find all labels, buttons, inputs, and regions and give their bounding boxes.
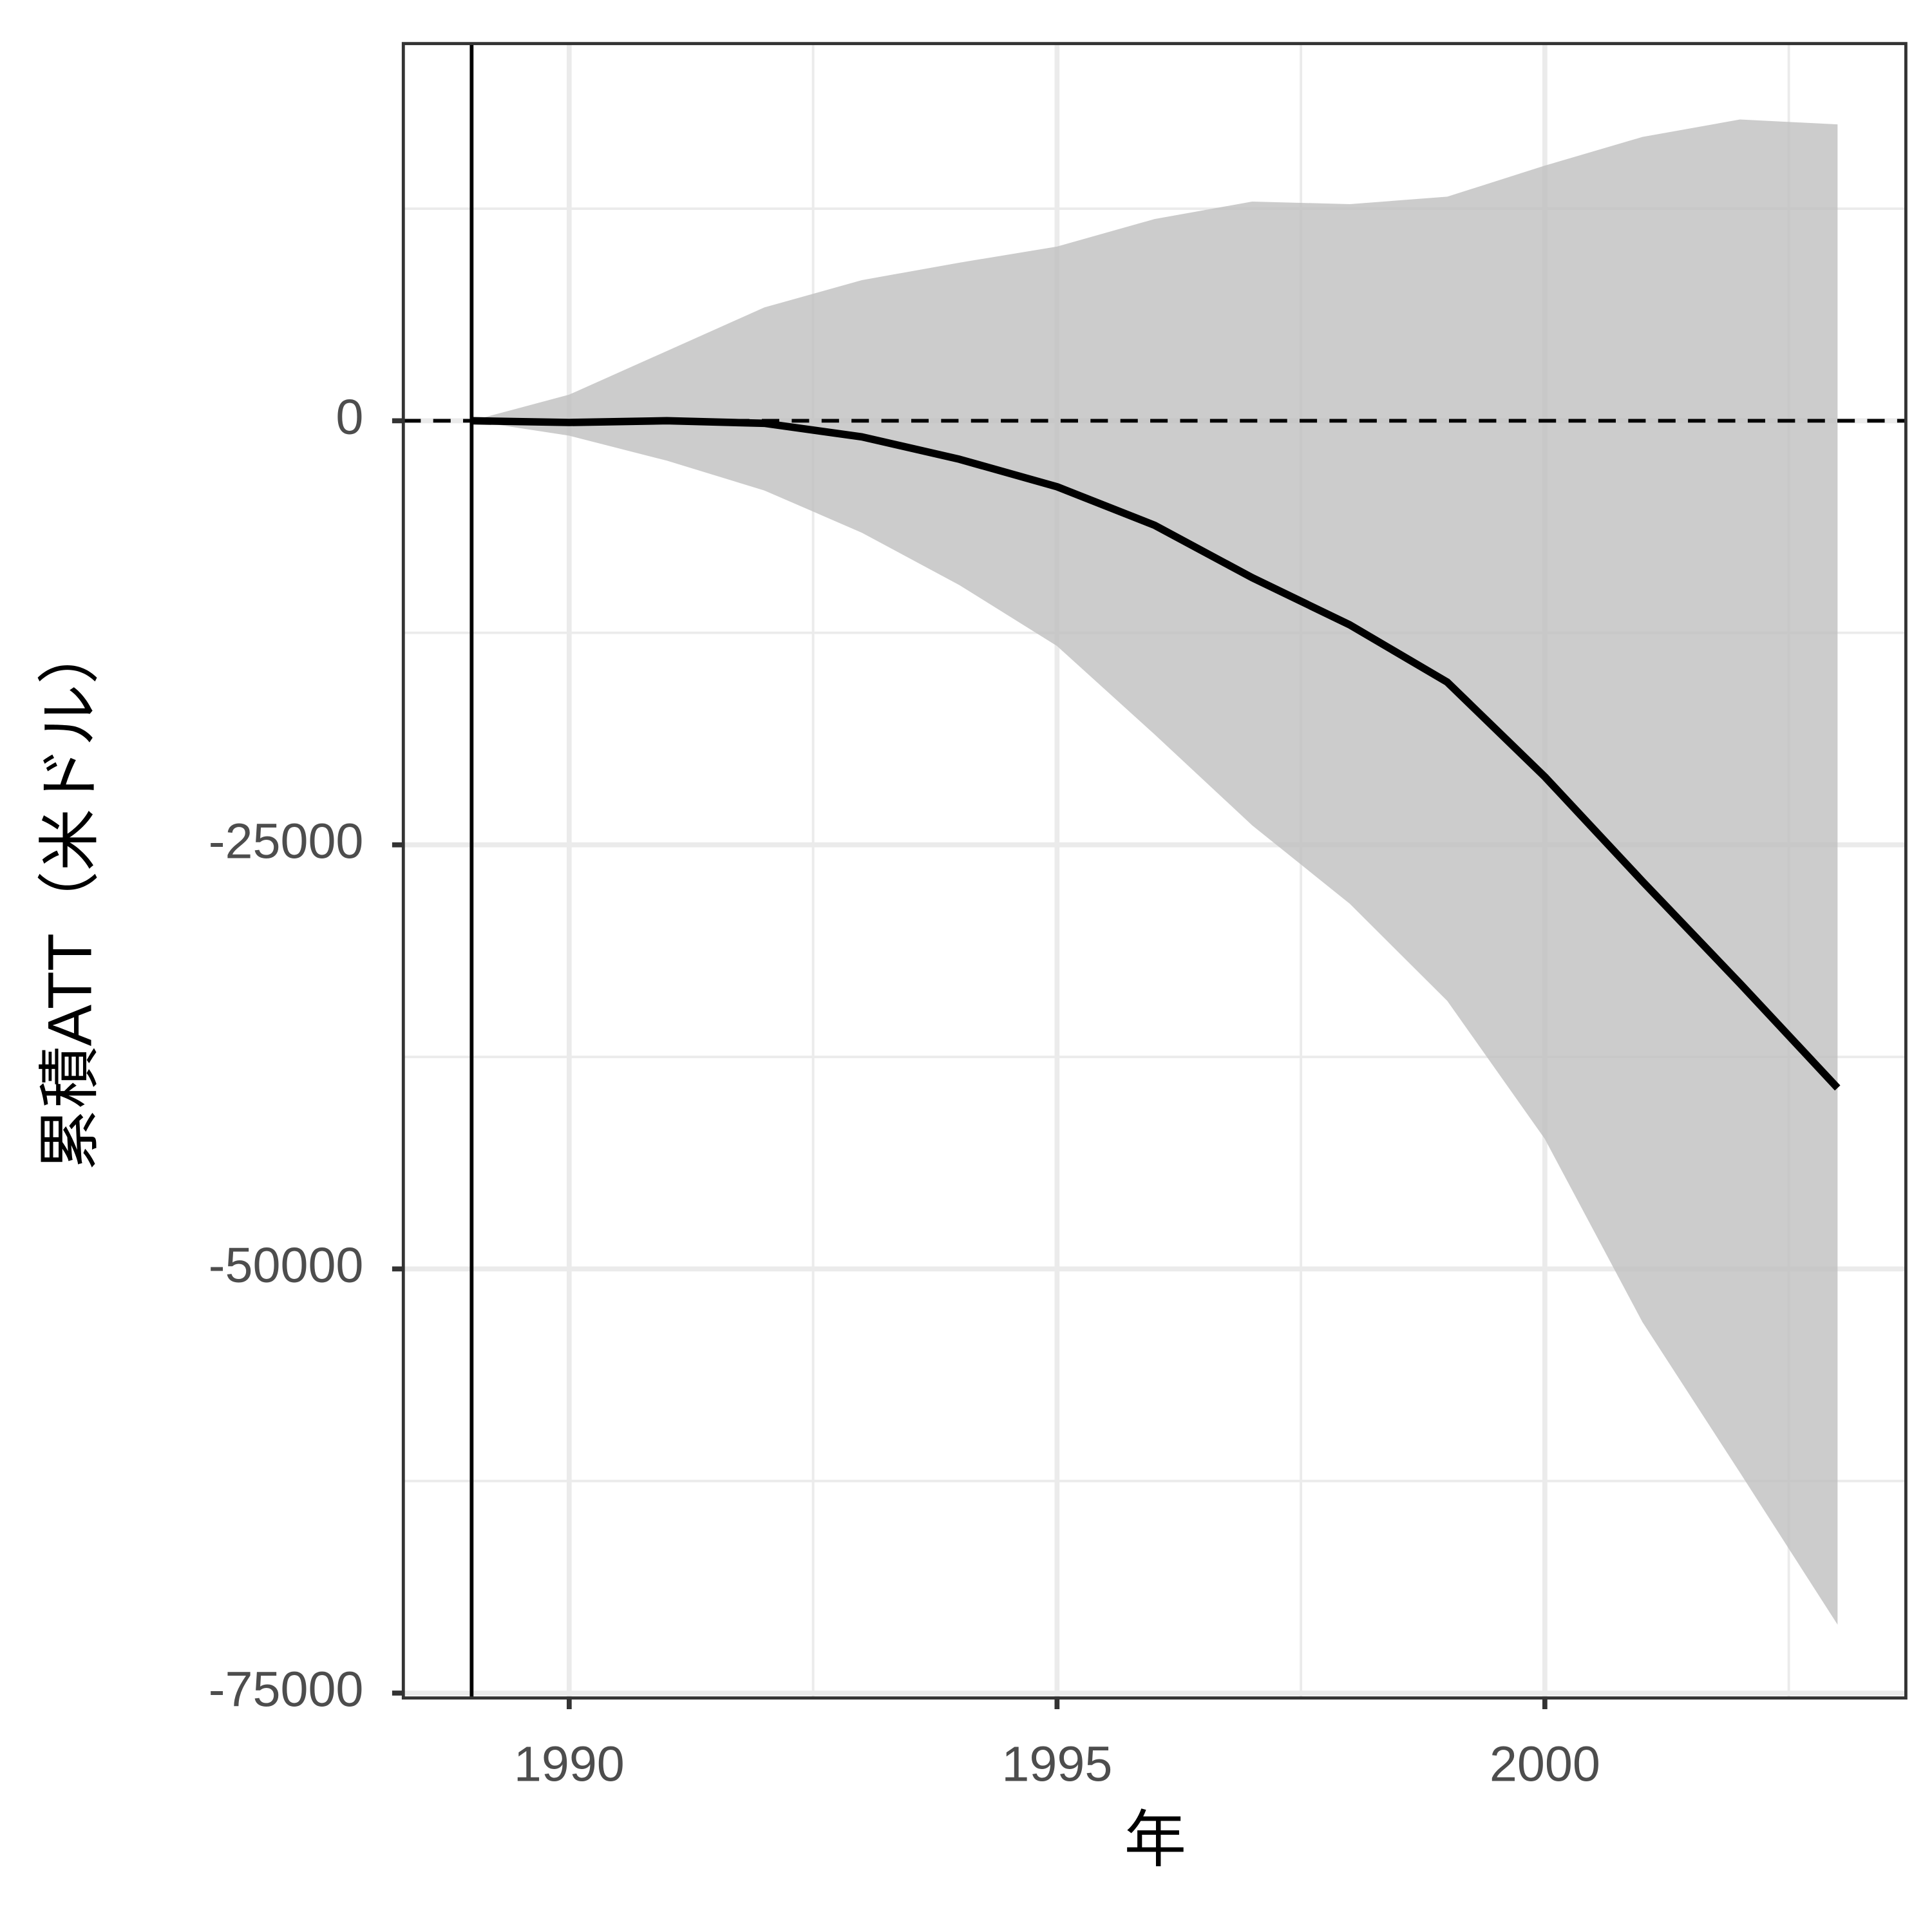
- x-tick-label: 1995: [1001, 1736, 1112, 1792]
- y-tick-label: -75000: [209, 1662, 364, 1717]
- confidence-band: [471, 119, 1838, 1625]
- x-axis-title: 年: [1124, 1806, 1186, 1875]
- y-tick-label: -25000: [209, 813, 364, 869]
- y-tick-label: 0: [336, 390, 363, 445]
- line: [471, 417, 1841, 1091]
- panel-border: [401, 42, 1908, 1700]
- x-tick-label: 1990: [514, 1736, 625, 1792]
- y-axis-title: 累積ATT（米ドル）: [36, 622, 105, 1171]
- x-tick-label: 2000: [1490, 1736, 1600, 1792]
- y-tick-label: -50000: [209, 1238, 364, 1293]
